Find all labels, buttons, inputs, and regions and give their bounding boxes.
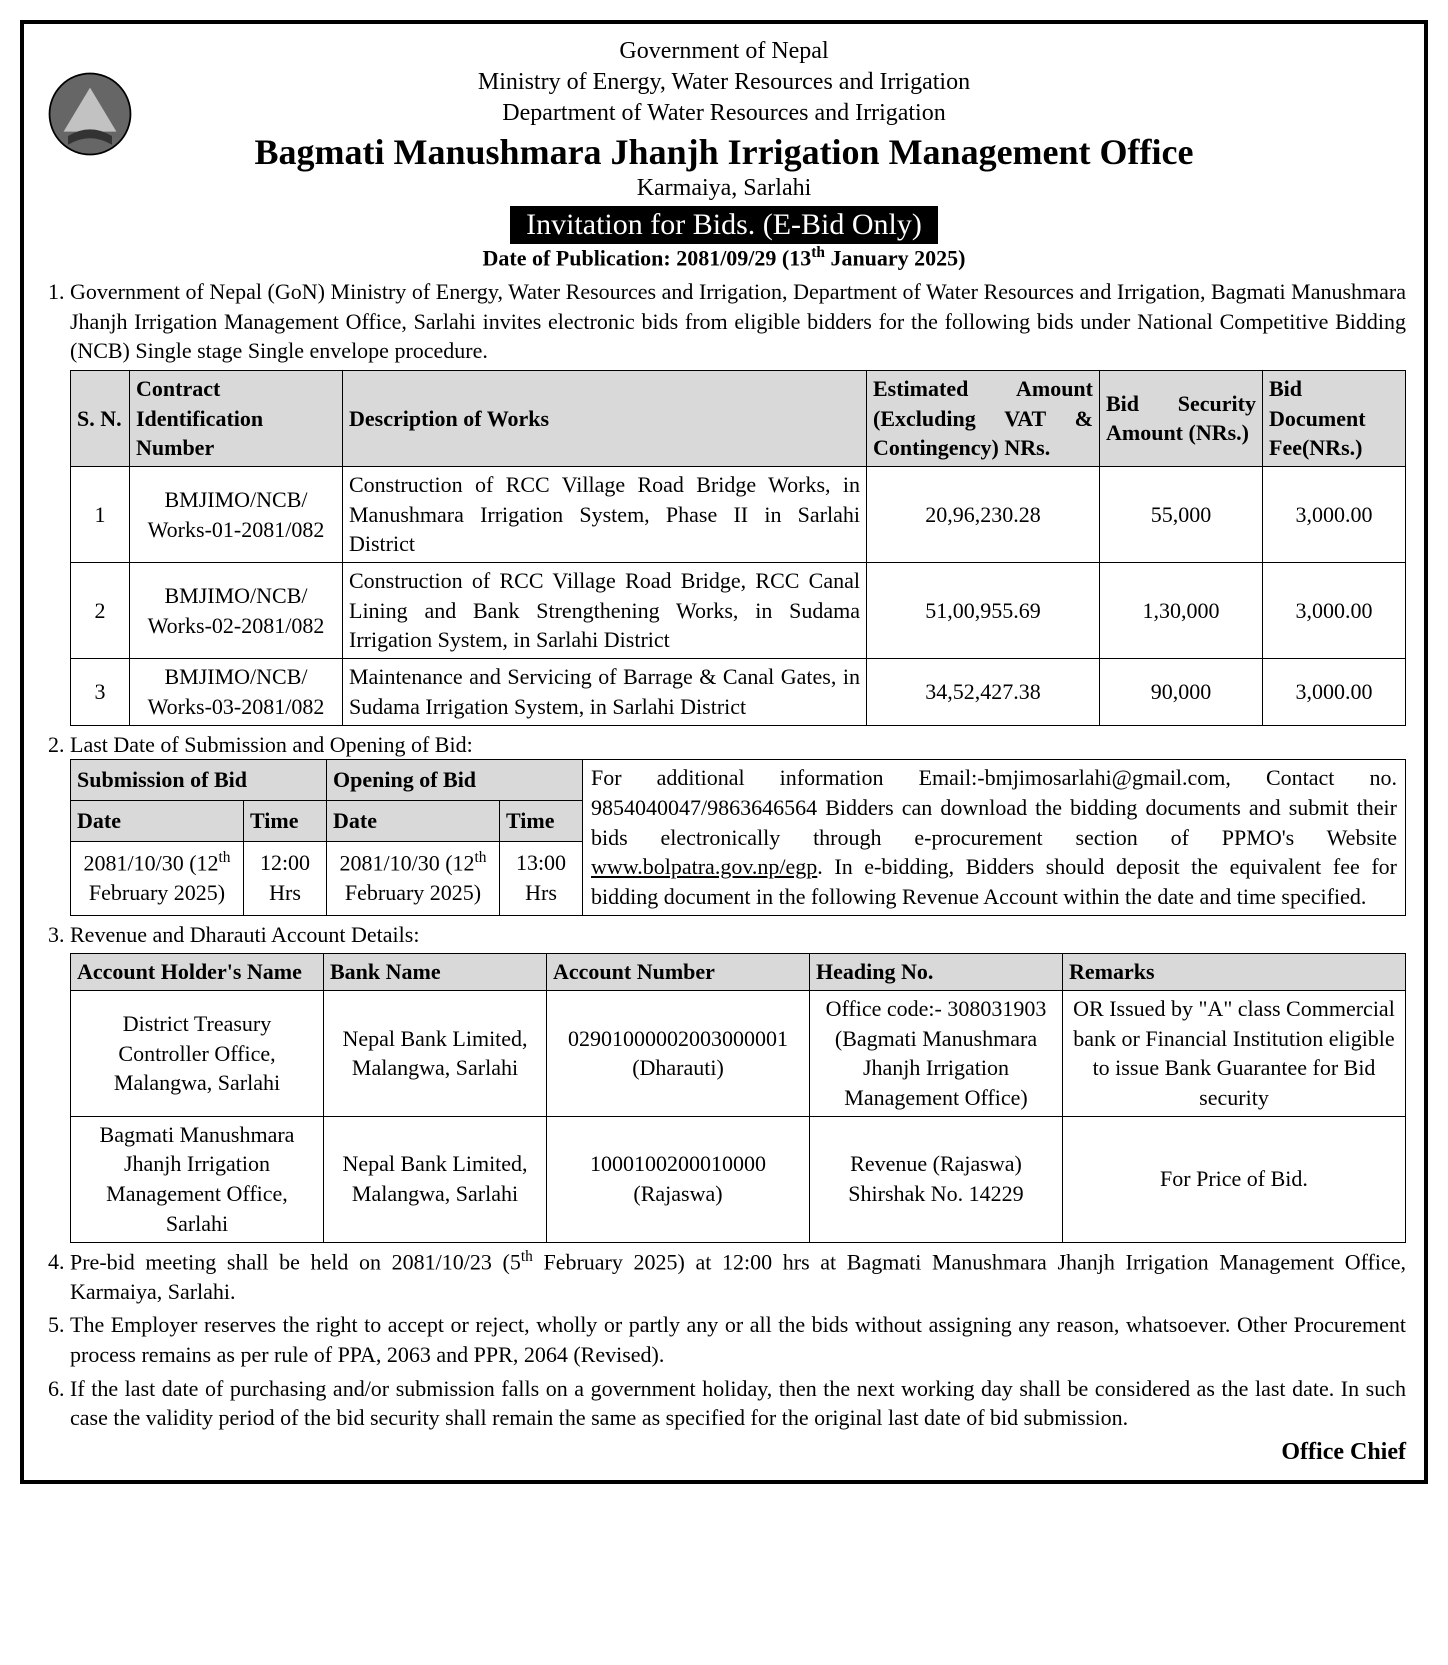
clause-3-title: Revenue and Dharauti Account Details: bbox=[70, 922, 419, 947]
cell-bank: Nepal Bank Limited, Malangwa, Sarlahi bbox=[324, 991, 547, 1117]
clause-2: Last Date of Submission and Opening of B… bbox=[70, 730, 1406, 916]
cell-sub-time: 12:00 Hrs bbox=[244, 841, 327, 915]
open-date-a: 2081/10/30 (12 bbox=[339, 851, 474, 876]
cell-holder: District Treasury Controller Office, Mal… bbox=[71, 991, 324, 1117]
invitation-banner: Invitation for Bids. (E-Bid Only) bbox=[510, 206, 938, 244]
clause-1-text: Government of Nepal (GoN) Ministry of En… bbox=[70, 279, 1406, 363]
table-header-row: S. N. Contract Identification Number Des… bbox=[71, 370, 1406, 466]
cell-fee: 3,000.00 bbox=[1263, 563, 1406, 659]
cell-est: 20,96,230.28 bbox=[867, 467, 1100, 563]
ppmo-website-link[interactable]: www.bolpatra.gov.np/egp bbox=[591, 854, 817, 879]
th-submission: Submission of Bid bbox=[71, 760, 327, 801]
th-fee: Bid Document Fee(NRs.) bbox=[1263, 370, 1406, 466]
clause-4-sup: th bbox=[521, 1248, 533, 1265]
pubdate-prefix: Date of Publication: 2081/09/29 (13 bbox=[482, 245, 811, 270]
cell-bank: Nepal Bank Limited, Malangwa, Sarlahi bbox=[324, 1116, 547, 1242]
cell-cin: BMJIMO/NCB/ Works-02-2081/082 bbox=[130, 563, 343, 659]
th-heading: Heading No. bbox=[810, 954, 1063, 991]
gov-line: Government of Nepal bbox=[42, 36, 1406, 67]
cell-sub-date: 2081/10/30 (12th February 2025) bbox=[71, 841, 244, 915]
cell-sn: 3 bbox=[71, 659, 130, 725]
th-holder: Account Holder's Name bbox=[71, 954, 324, 991]
cell-open-date: 2081/10/30 (12th February 2025) bbox=[327, 841, 500, 915]
submission-opening-block: Submission of Bid Opening of Bid Date Ti… bbox=[70, 759, 1406, 915]
table-row: 3 BMJIMO/NCB/ Works-03-2081/082 Maintena… bbox=[71, 659, 1406, 725]
th-date: Date bbox=[71, 800, 244, 841]
cell-heading: Revenue (Rajaswa) Shirshak No. 14229 bbox=[810, 1116, 1063, 1242]
account-table: Account Holder's Name Bank Name Account … bbox=[70, 953, 1406, 1242]
cell-est: 51,00,955.69 bbox=[867, 563, 1100, 659]
cell-heading: Office code:- 308031903 (Bagmati Manushm… bbox=[810, 991, 1063, 1117]
main-list: Government of Nepal (GoN) Ministry of En… bbox=[42, 277, 1406, 1433]
cell-sec: 1,30,000 bbox=[1100, 563, 1263, 659]
pubdate-sup: th bbox=[811, 244, 825, 261]
table-row: 2 BMJIMO/NCB/ Works-02-2081/082 Construc… bbox=[71, 563, 1406, 659]
cell-holder: Bagmati Manushmara Jhanjh Irrigation Man… bbox=[71, 1116, 324, 1242]
cell-desc: Maintenance and Servicing of Barrage & C… bbox=[343, 659, 867, 725]
clause-1: Government of Nepal (GoN) Ministry of En… bbox=[70, 277, 1406, 726]
nepal-emblem-icon bbox=[46, 70, 134, 158]
clause-6: If the last date of purchasing and/or su… bbox=[70, 1374, 1406, 1433]
cell-desc: Construction of RCC Village Road Bridge … bbox=[343, 467, 867, 563]
th-est: Estimated Amount (Excluding VAT & Contin… bbox=[867, 370, 1100, 466]
cell-cin: BMJIMO/NCB/ Works-03-2081/082 bbox=[130, 659, 343, 725]
dates-table: Submission of Bid Opening of Bid Date Ti… bbox=[70, 759, 583, 915]
clause-3: Revenue and Dharauti Account Details: Ac… bbox=[70, 920, 1406, 1243]
sub-date-sup: th bbox=[219, 849, 231, 866]
open-date-b: February 2025) bbox=[345, 880, 481, 905]
document-page: Government of Nepal Ministry of Energy, … bbox=[20, 20, 1428, 1484]
office-location: Karmaiya, Sarlahi bbox=[42, 175, 1406, 202]
th-date: Date bbox=[327, 800, 500, 841]
clause-2-title: Last Date of Submission and Opening of B… bbox=[70, 732, 473, 757]
clause-4-a: Pre-bid meeting shall be held on 2081/10… bbox=[70, 1249, 521, 1274]
cell-cin: BMJIMO/NCB/ Works-01-2081/082 bbox=[130, 467, 343, 563]
cell-acct: 02901000002003000001 (Dharauti) bbox=[547, 991, 810, 1117]
additional-info-box: For additional information Email:-bmjimo… bbox=[583, 759, 1406, 915]
clause-4: Pre-bid meeting shall be held on 2081/10… bbox=[70, 1247, 1406, 1307]
th-sn: S. N. bbox=[71, 370, 130, 466]
pubdate-suffix: January 2025) bbox=[825, 245, 966, 270]
publication-date: Date of Publication: 2081/09/29 (13th Ja… bbox=[42, 244, 1406, 271]
th-time: Time bbox=[244, 800, 327, 841]
th-acct: Account Number bbox=[547, 954, 810, 991]
clause-5: The Employer reserves the right to accep… bbox=[70, 1310, 1406, 1369]
cell-sn: 1 bbox=[71, 467, 130, 563]
th-sec: Bid Security Amount (NRs.) bbox=[1100, 370, 1263, 466]
works-table: S. N. Contract Identification Number Des… bbox=[70, 370, 1406, 726]
th-opening: Opening of Bid bbox=[327, 760, 583, 801]
department-line: Department of Water Resources and Irriga… bbox=[42, 98, 1406, 129]
cell-sec: 90,000 bbox=[1100, 659, 1263, 725]
cell-fee: 3,000.00 bbox=[1263, 659, 1406, 725]
cell-open-time: 13:00 Hrs bbox=[500, 841, 583, 915]
open-date-sup: th bbox=[475, 849, 487, 866]
th-cin: Contract Identification Number bbox=[130, 370, 343, 466]
cell-sn: 2 bbox=[71, 563, 130, 659]
ministry-line: Ministry of Energy, Water Resources and … bbox=[42, 67, 1406, 98]
cell-fee: 3,000.00 bbox=[1263, 467, 1406, 563]
table-row: Bagmati Manushmara Jhanjh Irrigation Man… bbox=[71, 1116, 1406, 1242]
cell-sec: 55,000 bbox=[1100, 467, 1263, 563]
th-remarks: Remarks bbox=[1063, 954, 1406, 991]
cell-remarks: For Price of Bid. bbox=[1063, 1116, 1406, 1242]
document-header: Government of Nepal Ministry of Energy, … bbox=[42, 36, 1406, 271]
cell-remarks: OR Issued by "A" class Commercial bank o… bbox=[1063, 991, 1406, 1117]
signature-line: Office Chief bbox=[42, 1439, 1406, 1466]
office-title: Bagmati Manushmara Jhanjh Irrigation Man… bbox=[42, 130, 1406, 175]
cell-est: 34,52,427.38 bbox=[867, 659, 1100, 725]
sub-date-a: 2081/10/30 (12 bbox=[83, 851, 218, 876]
info-text-a: For additional information Email:-bmjimo… bbox=[591, 765, 1397, 849]
cell-acct: 1000100200010000 (Rajaswa) bbox=[547, 1116, 810, 1242]
sub-date-b: February 2025) bbox=[89, 880, 225, 905]
th-desc: Description of Works bbox=[343, 370, 867, 466]
th-time: Time bbox=[500, 800, 583, 841]
table-row: 1 BMJIMO/NCB/ Works-01-2081/082 Construc… bbox=[71, 467, 1406, 563]
table-row: District Treasury Controller Office, Mal… bbox=[71, 991, 1406, 1117]
cell-desc: Construction of RCC Village Road Bridge,… bbox=[343, 563, 867, 659]
th-bank: Bank Name bbox=[324, 954, 547, 991]
